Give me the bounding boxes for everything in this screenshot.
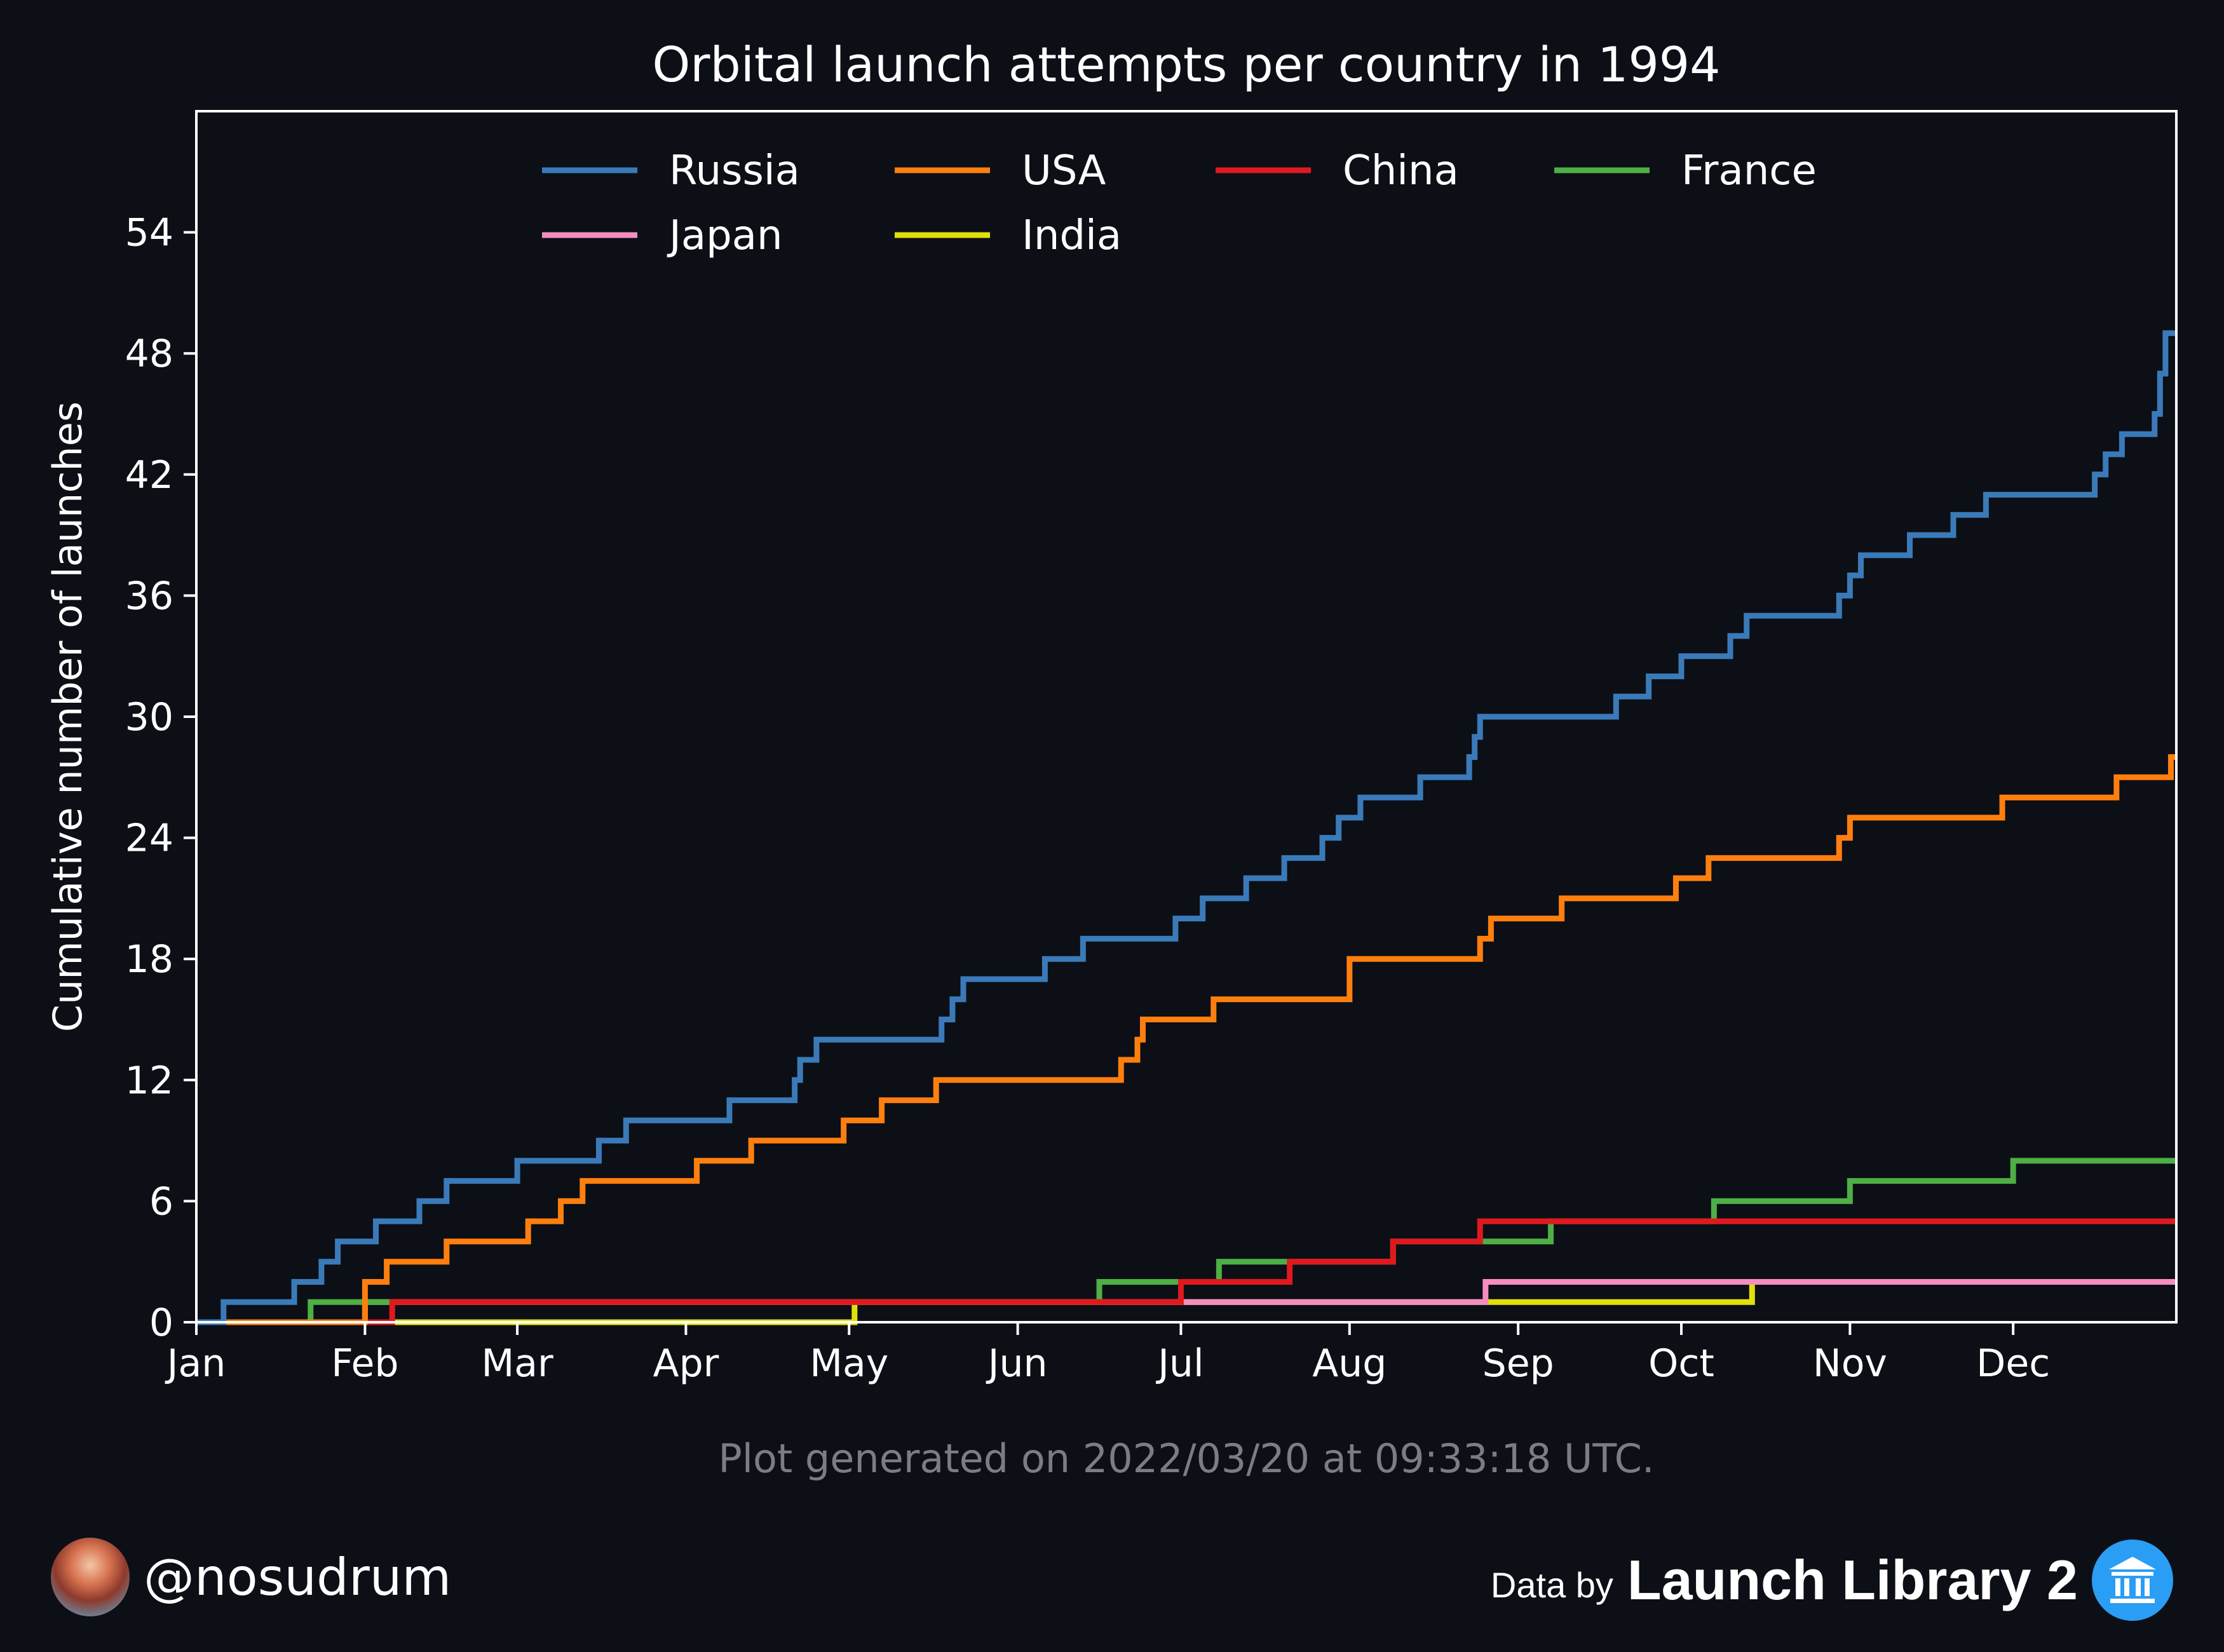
legend-label-india: India xyxy=(1022,212,1122,259)
generated-note: Plot generated on 2022/03/20 at 09:33:18… xyxy=(718,1435,1654,1482)
plot-lines xyxy=(196,330,2176,1325)
y-tick-label: 12 xyxy=(125,1059,173,1103)
data-source-name: Launch Library 2 xyxy=(1627,1548,2078,1611)
plot-frame xyxy=(195,110,2178,1324)
legend-label-china: China xyxy=(1343,147,1459,194)
y-tick-label: 6 xyxy=(149,1179,173,1224)
series-line-usa xyxy=(196,754,2176,1325)
chart-title: Orbital launch attempts per country in 1… xyxy=(652,36,1720,93)
y-axis-label: Cumulative number of launches xyxy=(44,402,91,1032)
y-tick-label: 0 xyxy=(149,1301,173,1345)
legend: Russia USA China France Japan India xyxy=(542,147,1817,259)
chart: Orbital launch attempts per country in 1… xyxy=(44,36,2178,1482)
x-tick-label: Jan xyxy=(165,1341,226,1386)
y-tick-label: 54 xyxy=(125,211,173,255)
y-tick-label: 18 xyxy=(125,937,173,982)
legend-label-usa: USA xyxy=(1022,147,1106,194)
x-tick-label: Aug xyxy=(1312,1341,1387,1386)
x-tick-label: Apr xyxy=(653,1341,719,1386)
y-tick-label: 36 xyxy=(125,574,173,618)
x-tick-label: May xyxy=(810,1341,888,1386)
author-handle: @nosudrum xyxy=(144,1547,452,1607)
x-tick-label: Nov xyxy=(1813,1341,1887,1386)
data-by-label: Data by xyxy=(1490,1564,1613,1605)
x-tick-label: Mar xyxy=(481,1341,553,1386)
x-tick-label: Sep xyxy=(1482,1341,1554,1386)
library-building-icon xyxy=(2092,1540,2173,1621)
y-tick-label: 30 xyxy=(125,695,173,740)
x-tick-label: Dec xyxy=(1976,1341,2050,1386)
x-tick-label: Feb xyxy=(331,1341,398,1386)
y-tick-label: 24 xyxy=(125,816,173,861)
data-credit: Data by Launch Library 2 xyxy=(1491,1539,2173,1622)
avatar xyxy=(51,1538,130,1616)
x-tick-label: Jun xyxy=(986,1341,1048,1386)
y-tick-label: 42 xyxy=(125,453,173,498)
x-tick-label: Oct xyxy=(1648,1341,1714,1386)
x-tick-label: Jul xyxy=(1155,1341,1204,1386)
series-line-china xyxy=(196,1218,2176,1325)
x-axis-ticks: Jan Feb Mar Apr May Jun Jul Aug Sep Oct Nov Dec xyxy=(165,1322,2050,1386)
legend-label-russia: Russia xyxy=(669,147,800,194)
legend-label-japan: Japan xyxy=(667,212,783,259)
legend-label-france: France xyxy=(1681,147,1817,194)
author: @nosudrum xyxy=(51,1538,452,1616)
y-tick-label: 48 xyxy=(125,332,173,376)
y-axis-ticks: 0 6 12 18 24 30 36 42 48 54 xyxy=(125,211,196,1345)
series-line-russia xyxy=(196,330,2176,1325)
